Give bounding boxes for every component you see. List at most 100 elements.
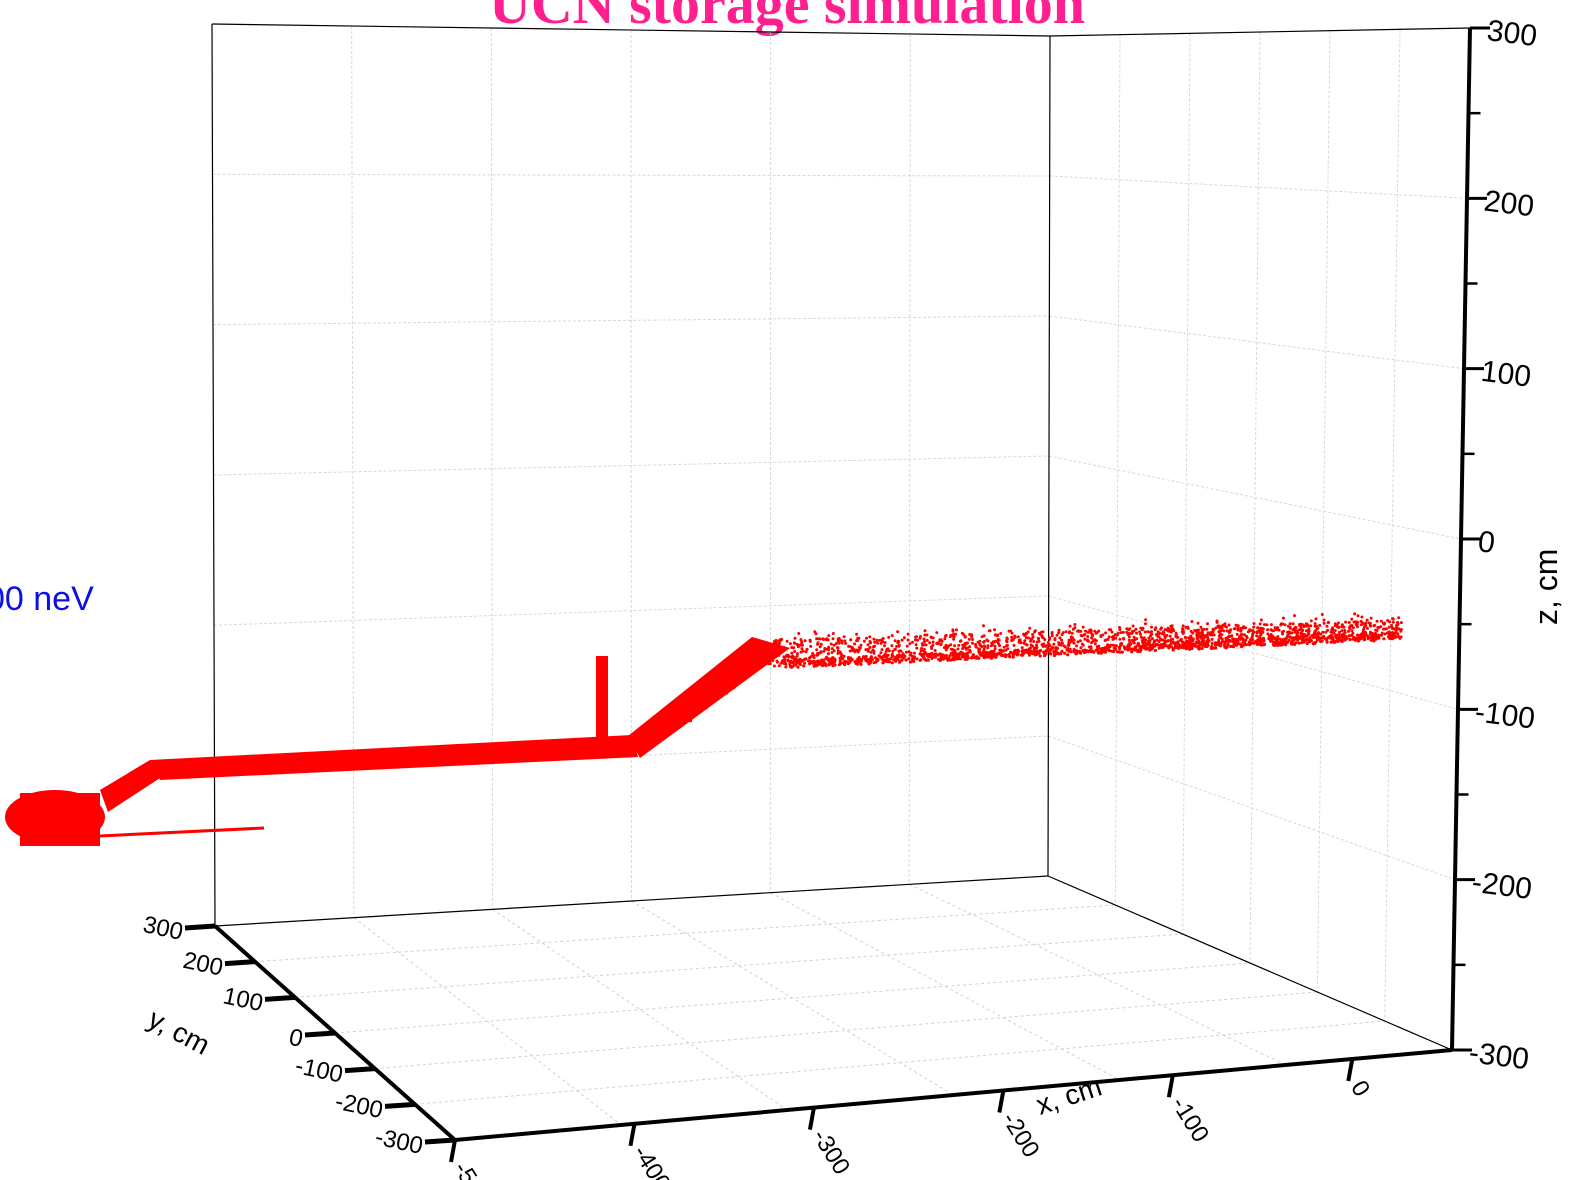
particle [894,659,898,663]
particle [1277,628,1281,632]
particle [1077,629,1081,633]
particle [688,714,693,719]
particle [1379,619,1383,623]
particle [1220,626,1224,630]
particle [740,670,744,674]
particle [1225,644,1229,649]
particle [790,646,794,649]
particle [931,643,935,647]
particle [1350,629,1354,633]
particle [1280,630,1284,634]
particle [906,638,910,642]
particle [930,651,934,655]
particle [1016,635,1020,639]
particle [1260,643,1264,647]
particle [652,740,657,744]
particle [895,644,899,648]
particle [1356,638,1360,642]
particle [1308,636,1312,640]
particle [1313,630,1317,634]
particle [915,646,919,650]
particle [868,640,872,643]
particle [695,706,699,710]
particle [656,731,660,735]
particle [853,650,857,654]
particle [648,730,652,735]
particle [949,643,953,647]
particle [859,643,863,647]
particle [1173,644,1177,648]
particle [1259,618,1263,622]
particle [954,632,958,636]
particle [669,720,673,724]
particle [1336,621,1340,625]
particle [893,639,897,643]
particle [830,647,834,651]
particle [719,693,723,697]
particle [1123,646,1127,651]
particle [1283,623,1287,627]
particle [1256,626,1260,630]
particle [1167,646,1171,650]
particle [923,629,927,633]
particle [1210,637,1214,641]
particle [960,631,964,635]
particle [700,707,704,711]
particle [789,665,794,669]
particle [766,653,770,657]
particle [998,651,1002,655]
particle [834,642,838,646]
particle [1027,648,1031,652]
particle [1150,630,1153,634]
particle [1044,649,1048,653]
particle [1140,628,1144,632]
particle [1329,640,1333,644]
particle [1290,641,1294,645]
particle [1125,630,1129,634]
particle [694,697,698,701]
particle [846,656,851,660]
particle [900,638,904,642]
y-major-tick [344,1066,376,1074]
particle [1163,628,1167,632]
y-major-tick [384,1101,416,1109]
particle [1259,633,1263,637]
particle [1131,624,1135,628]
particle [1141,636,1145,640]
particle [730,685,735,690]
particle [923,643,927,647]
particle [1281,622,1285,626]
particle [1372,639,1376,643]
particle [1181,624,1185,628]
particle [659,724,663,729]
particle [1169,630,1173,634]
particle [1241,640,1245,644]
particle [822,649,826,653]
particle [1191,637,1195,641]
particle [1061,631,1065,635]
particle [1024,631,1028,635]
particle [1111,643,1115,647]
particle [965,654,970,658]
particle [1186,627,1190,630]
particle [897,649,901,653]
particle [1064,630,1068,634]
particle [682,708,686,713]
particle [1200,646,1204,651]
particle [1088,629,1092,633]
particle [850,658,854,662]
grid-line [490,27,494,910]
particle [1011,637,1015,641]
particle [811,653,815,657]
particle [864,648,868,652]
particle [1083,648,1087,652]
particle [1391,636,1395,640]
particle [833,657,837,661]
particle [962,645,966,648]
particle [692,701,696,705]
particle [827,634,831,638]
particle [1362,627,1366,631]
particle [775,641,779,645]
particle [1238,635,1241,639]
particle [983,652,987,656]
